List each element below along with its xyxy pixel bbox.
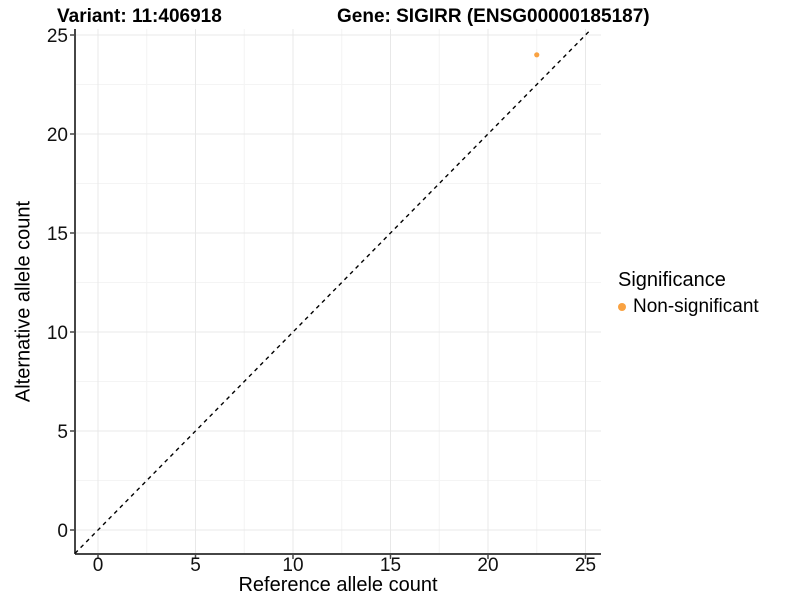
circle-icon xyxy=(618,303,626,311)
x-tick-label: 20 xyxy=(477,555,498,576)
x-tick-label: 5 xyxy=(190,555,201,576)
y-tick-label: 15 xyxy=(47,224,68,245)
gene-title: Gene: SIGIRR (ENSG00000185187) xyxy=(337,6,650,27)
y-tick-label: 25 xyxy=(47,26,68,47)
x-tick-label: 0 xyxy=(93,555,104,576)
data-point xyxy=(534,52,540,58)
variant-title: Variant: 11:406918 xyxy=(57,6,222,27)
y-tick-label: 10 xyxy=(47,323,68,344)
x-axis-title: Reference allele count xyxy=(238,574,438,596)
legend: Significance Non-significant xyxy=(618,268,759,318)
y-tick-label: 20 xyxy=(47,125,68,146)
x-tick-label: 10 xyxy=(282,555,303,576)
x-tick-label: 15 xyxy=(380,555,401,576)
legend-item-label: Non-significant xyxy=(633,296,759,317)
y-tick-label: 0 xyxy=(57,521,68,542)
legend-item-non-significant: Non-significant xyxy=(618,296,759,318)
x-tick-label: 25 xyxy=(575,555,596,576)
y-tick-label: 5 xyxy=(57,422,68,443)
y-axis-title: Alternative allele count xyxy=(12,200,35,403)
legend-title: Significance xyxy=(618,269,726,291)
identity-reference-line xyxy=(74,28,592,554)
